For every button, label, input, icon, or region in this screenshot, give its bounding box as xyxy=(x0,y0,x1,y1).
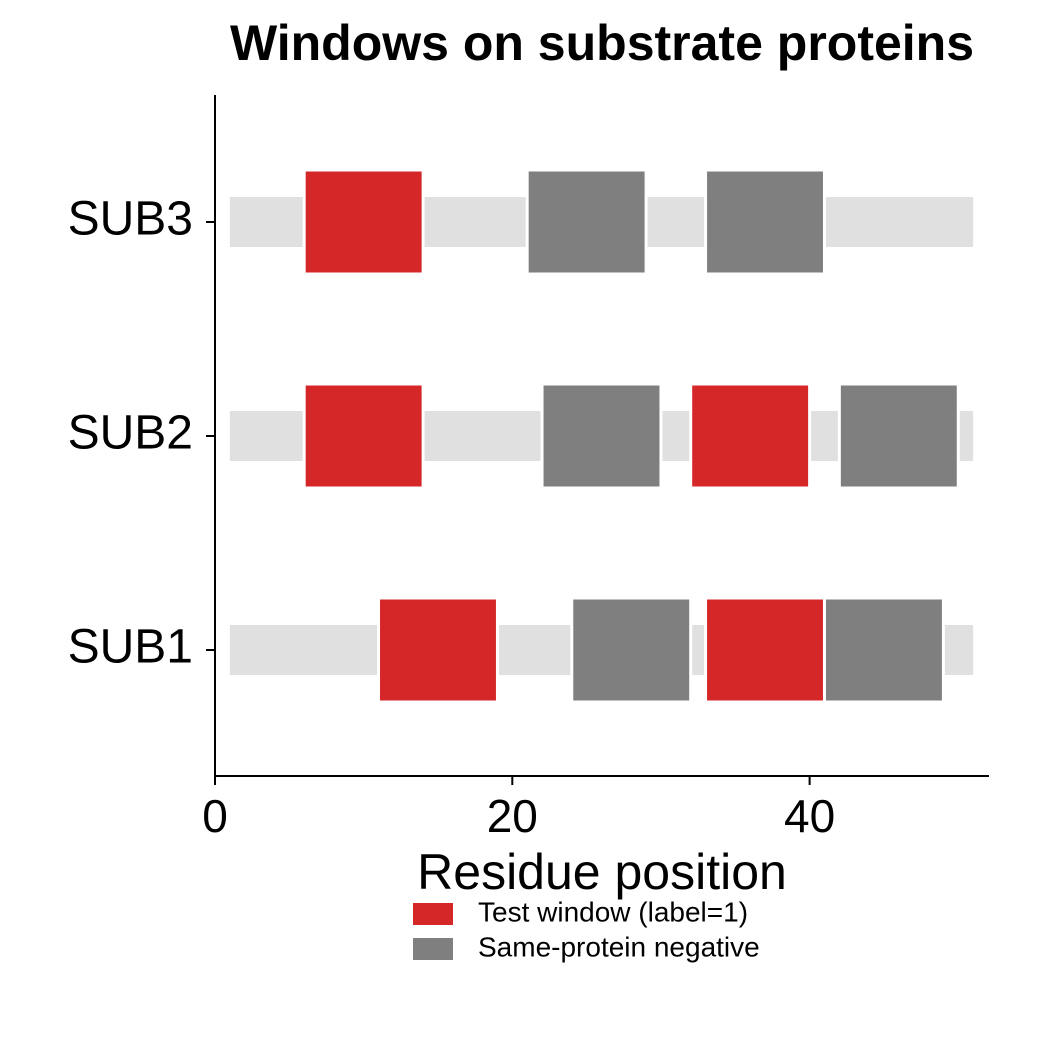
window xyxy=(689,382,812,490)
window xyxy=(302,382,425,490)
window xyxy=(837,382,960,490)
window xyxy=(704,596,826,704)
y-tick-label: SUB1 xyxy=(68,621,193,674)
window xyxy=(525,168,648,276)
x-tick-label: 20 xyxy=(487,790,538,842)
window xyxy=(302,168,425,276)
legend-swatch xyxy=(413,938,453,960)
chart-title: Windows on substrate proteins xyxy=(230,15,974,71)
window xyxy=(570,596,693,704)
window xyxy=(377,596,499,704)
legend-swatch xyxy=(413,903,453,925)
legend-label: Test window (label=1) xyxy=(478,896,748,927)
window xyxy=(540,382,663,490)
x-axis-label: Residue position xyxy=(417,844,787,900)
legend-label: Same-protein negative xyxy=(478,931,760,962)
y-tick-label: SUB3 xyxy=(68,193,193,246)
x-tick-label: 0 xyxy=(202,790,228,842)
x-tick-label: 40 xyxy=(784,790,835,842)
y-tick-label: SUB2 xyxy=(68,407,193,460)
window xyxy=(822,596,945,704)
window xyxy=(704,168,826,276)
